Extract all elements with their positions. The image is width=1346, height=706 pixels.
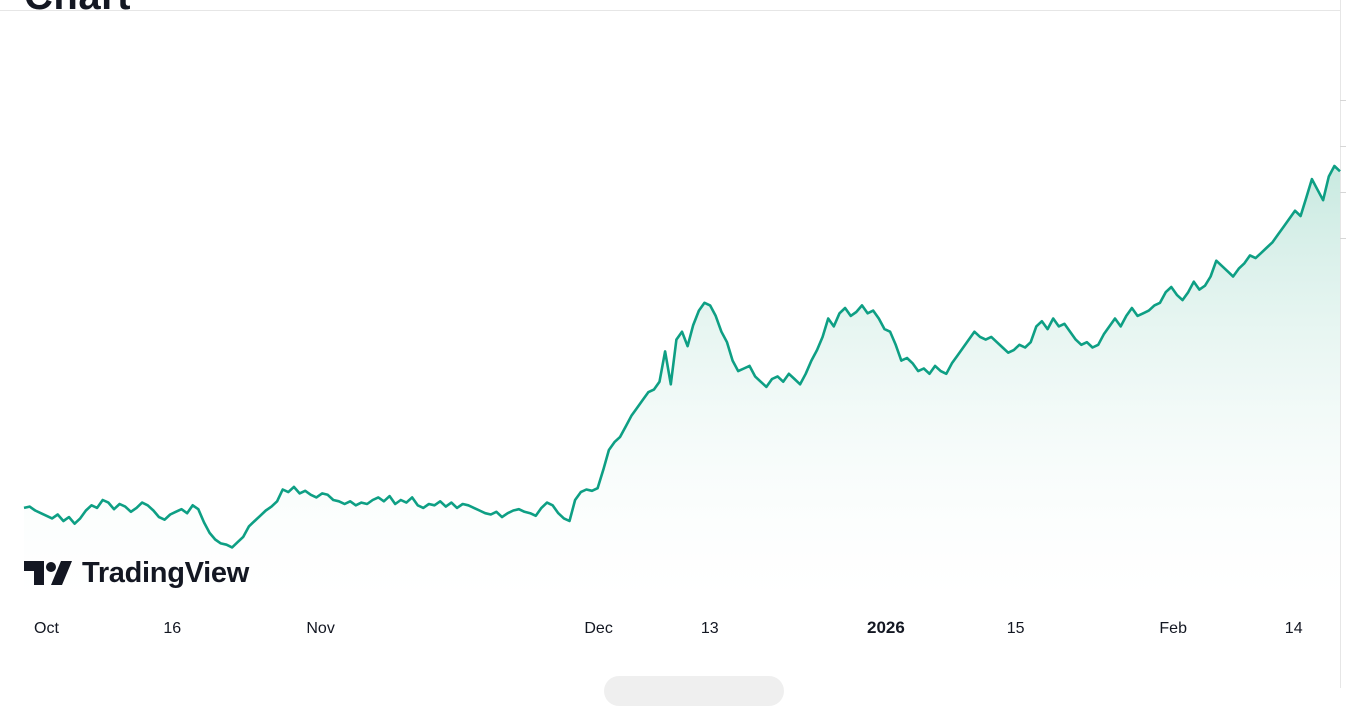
price-line-layer xyxy=(23,164,1341,549)
x-tick-label: 2026 xyxy=(867,618,905,637)
x-tick-label: Oct xyxy=(34,620,59,637)
scroll-handle[interactable] xyxy=(604,676,784,706)
x-tick-label: Dec xyxy=(584,620,612,637)
price-line xyxy=(23,164,1341,549)
right-divider xyxy=(1340,0,1341,688)
x-tick-label: 13 xyxy=(701,620,719,637)
x-tick-label: 15 xyxy=(1007,620,1025,637)
page-title: Chart xyxy=(24,0,131,19)
right-edge-tab xyxy=(1340,146,1346,147)
price-area xyxy=(24,166,1340,600)
top-divider xyxy=(0,10,1340,11)
x-axis: Oct 16 Nov Dec 13 2026 15 Feb 14 xyxy=(34,618,1303,637)
tradingview-logo-text: TradingView xyxy=(82,556,249,589)
x-tick-label: 16 xyxy=(163,620,181,637)
price-chart[interactable]: Oct 16 Nov Dec 13 2026 15 Feb 14 xyxy=(0,0,1346,688)
right-edge-tab xyxy=(1340,192,1346,193)
right-edge-tab xyxy=(1340,100,1346,101)
tradingview-logo-icon xyxy=(24,561,72,585)
x-tick-label: Nov xyxy=(306,620,334,637)
area-fill-layer xyxy=(24,166,1340,600)
x-tick-label: 14 xyxy=(1285,620,1303,637)
x-tick-label: Feb xyxy=(1159,620,1187,637)
right-edge-tab xyxy=(1340,238,1346,239)
tradingview-logo[interactable]: TradingView xyxy=(24,556,249,590)
